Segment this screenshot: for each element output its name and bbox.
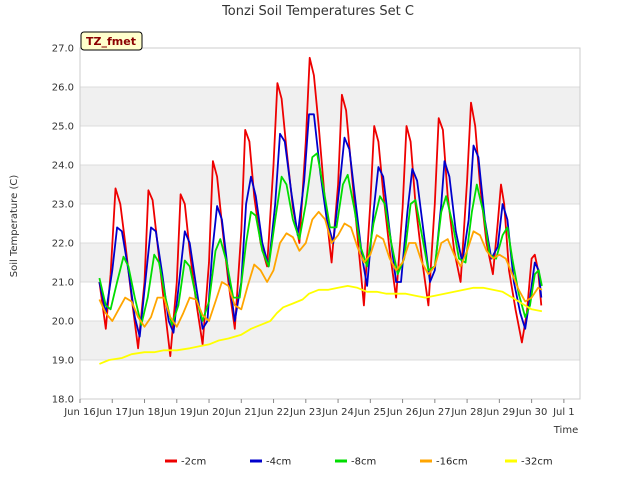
x-tick-label: Jun 29 bbox=[483, 407, 516, 418]
y-tick-label: 26.0 bbox=[52, 83, 74, 94]
series-layer bbox=[98, 56, 543, 365]
legend-label-2cm: -2cm bbox=[181, 457, 206, 468]
x-tick-label: Jun 30 bbox=[515, 407, 548, 418]
series-line-8cm bbox=[98, 152, 543, 326]
x-tick-label: Jun 21 bbox=[225, 407, 258, 418]
y-tick-label: 18.0 bbox=[52, 395, 74, 406]
series-line-16cm bbox=[98, 210, 543, 328]
site-tag-text: TZ_fmet bbox=[86, 35, 136, 48]
y-tick-label: 27.0 bbox=[52, 44, 74, 55]
plot-frame bbox=[79, 47, 581, 400]
legend: -2cm -4cm -8cm -16cm -32cm bbox=[165, 457, 553, 468]
legend-label-8cm: -8cm bbox=[351, 457, 376, 468]
site-tag-badge: TZ_fmet bbox=[80, 31, 143, 51]
series-line-32cm bbox=[99, 285, 543, 365]
y-tick-label: 21.0 bbox=[52, 278, 74, 289]
chart-title: Tonzi Soil Temperatures Set C bbox=[221, 4, 414, 19]
background-band bbox=[80, 87, 580, 126]
x-tick-label: Jul 1 bbox=[552, 407, 575, 418]
legend-label-4cm: -4cm bbox=[266, 457, 291, 468]
y-tick-label: 25.0 bbox=[52, 122, 74, 133]
x-tick-label: Jun 22 bbox=[257, 407, 290, 418]
y-tick-label: 24.0 bbox=[52, 161, 74, 172]
background-band bbox=[80, 165, 580, 204]
y-axis-ticks: 18.0 19.0 20.0 21.0 22.0 23.0 24.0 25.0 26.0 27.0 bbox=[52, 44, 74, 406]
y-tick-label: 22.0 bbox=[52, 239, 74, 250]
y-axis-label: Soil Temperature (C) bbox=[9, 175, 20, 278]
background-band bbox=[80, 321, 580, 360]
x-axis-label: Time bbox=[553, 425, 578, 436]
x-tick-label: Jun 19 bbox=[160, 407, 193, 418]
x-tick-label: Jun 24 bbox=[321, 407, 354, 418]
x-tick-label: Jun 25 bbox=[354, 407, 387, 418]
legend-label-32cm: -32cm bbox=[521, 457, 553, 468]
x-tick-label: Jun 16 bbox=[63, 407, 96, 418]
x-tick-label: Jun 28 bbox=[450, 407, 483, 418]
x-tick-label: Jun 23 bbox=[289, 407, 322, 418]
y-tick-label: 20.0 bbox=[52, 317, 74, 328]
legend-label-16cm: -16cm bbox=[436, 457, 468, 468]
x-tick-label: Jun 17 bbox=[95, 407, 128, 418]
x-tick-label: Jun 27 bbox=[418, 407, 451, 418]
x-tick-label: Jun 18 bbox=[128, 407, 161, 418]
x-tick-label: Jun 26 bbox=[386, 407, 419, 418]
x-axis-ticks: Jun 16 Jun 17 Jun 18 Jun 19 Jun 20 Jun 21 Jun … bbox=[63, 399, 575, 418]
y-tick-label: 23.0 bbox=[52, 200, 74, 211]
site-tag-box bbox=[80, 31, 143, 51]
y-tick-label: 19.0 bbox=[52, 356, 74, 367]
x-tick-label: Jun 20 bbox=[192, 407, 225, 418]
